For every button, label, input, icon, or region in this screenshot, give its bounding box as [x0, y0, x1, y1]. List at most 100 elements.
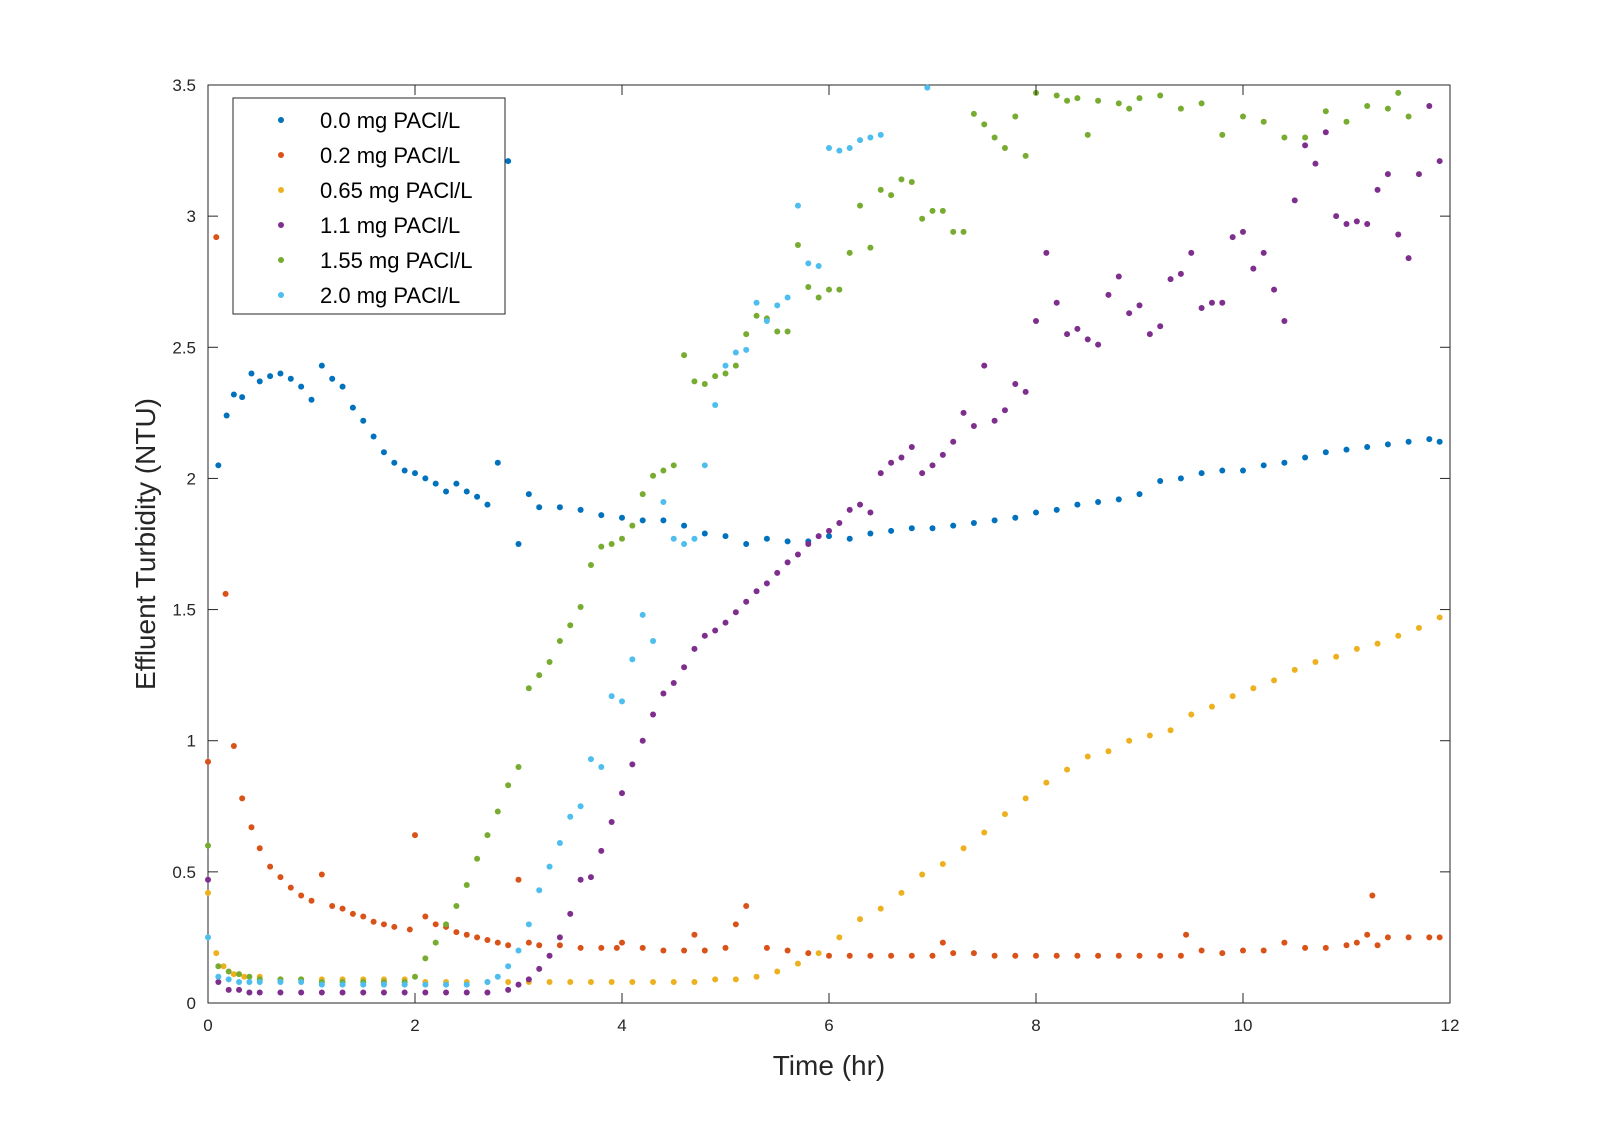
data-point	[1343, 118, 1350, 125]
data-point	[422, 955, 429, 962]
data-point	[1302, 134, 1309, 141]
data-point	[1343, 221, 1350, 228]
data-point	[1208, 299, 1215, 306]
data-point	[867, 952, 874, 959]
data-point	[722, 362, 729, 369]
data-point	[670, 462, 677, 469]
data-point	[1001, 144, 1008, 151]
data-point	[1105, 748, 1112, 755]
data-point	[536, 504, 543, 511]
y-tick-label: 1.5	[172, 601, 196, 620]
data-point	[215, 462, 222, 469]
data-point	[1105, 291, 1112, 298]
data-point	[505, 979, 512, 986]
data-point	[639, 737, 646, 744]
data-point	[587, 756, 594, 763]
data-point	[857, 916, 864, 923]
data-point	[888, 192, 895, 199]
data-point	[1198, 100, 1205, 107]
data-point	[1250, 265, 1257, 272]
data-point	[1157, 478, 1164, 485]
data-point	[991, 952, 998, 959]
data-point	[215, 973, 222, 980]
data-point	[1240, 113, 1246, 120]
data-point	[743, 346, 750, 353]
data-point	[908, 952, 915, 959]
legend-marker	[278, 222, 284, 228]
data-point	[898, 889, 905, 896]
data-point	[970, 422, 977, 429]
data-point	[1343, 446, 1350, 453]
data-point	[494, 939, 501, 946]
data-point	[474, 934, 481, 941]
data-point	[406, 926, 413, 933]
data-point	[908, 525, 915, 532]
data-points	[205, 84, 1443, 996]
data-point	[1198, 304, 1205, 311]
data-point	[484, 989, 491, 996]
data-point	[1095, 341, 1102, 348]
data-point	[1177, 105, 1184, 112]
data-point	[391, 459, 398, 466]
data-point	[225, 986, 232, 993]
data-point	[577, 876, 584, 883]
data-point	[691, 931, 698, 938]
data-point	[753, 973, 760, 980]
data-point	[867, 509, 874, 516]
data-point	[515, 876, 522, 883]
data-point	[422, 989, 429, 996]
data-point	[924, 84, 931, 91]
data-point	[1302, 142, 1309, 149]
data-point	[836, 934, 843, 941]
data-point	[763, 580, 770, 587]
data-point	[1012, 952, 1019, 959]
data-point	[515, 541, 522, 547]
x-tick-label: 10	[1234, 1016, 1253, 1035]
data-point	[846, 535, 853, 542]
data-point	[846, 952, 853, 959]
data-point	[277, 370, 284, 377]
data-point	[784, 538, 791, 545]
data-point	[815, 533, 822, 540]
data-point	[230, 391, 237, 398]
data-point	[598, 512, 605, 519]
data-point	[1095, 952, 1102, 959]
data-point	[1415, 624, 1422, 631]
data-point	[608, 693, 615, 700]
data-point	[484, 979, 491, 986]
data-point	[1229, 234, 1236, 241]
data-point	[1053, 299, 1060, 306]
data-point	[505, 782, 512, 789]
data-point	[1183, 931, 1190, 938]
data-point	[732, 921, 739, 928]
data-point	[380, 921, 387, 928]
data-point	[898, 454, 905, 461]
data-point	[432, 939, 439, 946]
data-point	[1436, 158, 1443, 165]
data-point	[991, 517, 998, 524]
data-point	[277, 874, 284, 881]
data-point	[546, 863, 553, 870]
data-point	[670, 979, 677, 986]
data-point	[929, 952, 936, 959]
data-point	[1364, 221, 1371, 228]
data-point	[950, 438, 957, 445]
data-point	[712, 401, 719, 408]
data-point	[1064, 766, 1071, 773]
data-point	[939, 207, 946, 214]
data-point	[1250, 685, 1257, 692]
data-point	[1405, 934, 1412, 941]
data-point	[1260, 947, 1267, 954]
data-point	[877, 186, 884, 193]
data-point	[1053, 952, 1060, 959]
x-tick-label: 0	[203, 1016, 212, 1035]
data-point	[1322, 449, 1329, 456]
data-point	[308, 396, 315, 403]
data-point	[1281, 134, 1288, 141]
data-point	[546, 952, 553, 959]
data-point	[743, 598, 750, 605]
data-point	[650, 472, 657, 479]
data-point	[1053, 92, 1060, 99]
data-point	[515, 981, 522, 988]
data-point	[619, 514, 625, 521]
